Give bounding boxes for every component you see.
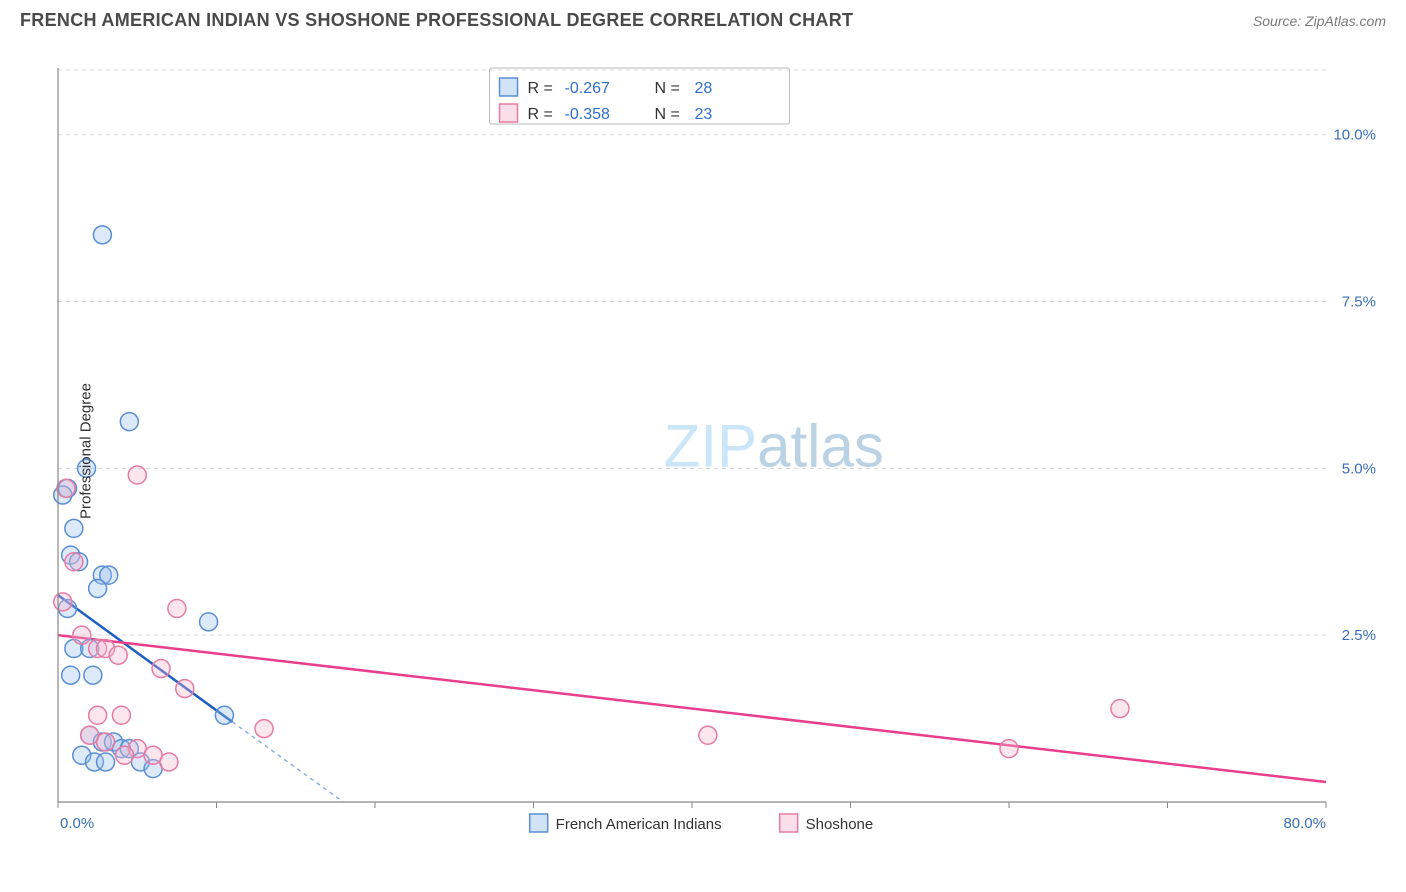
plot-area: Professional Degree ZIPatlas 0.0% 80.0% 2.5… <box>48 60 1386 842</box>
svg-text:French American Indians: French American Indians <box>556 816 722 833</box>
source-label: Source: ZipAtlas.com <box>1253 13 1386 29</box>
svg-text:-0.358: -0.358 <box>565 106 610 123</box>
svg-text:7.5%: 7.5% <box>1342 294 1376 311</box>
svg-text:R =: R = <box>528 80 553 97</box>
svg-text:80.0%: 80.0% <box>1283 815 1326 832</box>
svg-text:-0.267: -0.267 <box>565 80 610 97</box>
svg-text:ZIP: ZIP <box>664 413 757 480</box>
svg-text:10.0%: 10.0% <box>1333 127 1376 144</box>
svg-text:N =: N = <box>655 106 680 123</box>
svg-text:23: 23 <box>695 106 713 123</box>
svg-text:N =: N = <box>655 80 680 97</box>
svg-text:0.0%: 0.0% <box>60 815 94 832</box>
svg-text:5.0%: 5.0% <box>1342 460 1376 477</box>
chart-title: FRENCH AMERICAN INDIAN VS SHOSHONE PROFE… <box>20 10 853 31</box>
y-axis-label: Professional Degree <box>77 383 94 519</box>
svg-text:atlas: atlas <box>757 413 884 480</box>
svg-text:28: 28 <box>695 80 713 97</box>
scatter-chart: ZIPatlas 0.0% 80.0% 2.5% 5.0% 7.5% 10.0% R = -0.… <box>48 60 1386 842</box>
svg-text:Shoshone: Shoshone <box>806 816 874 833</box>
svg-text:R =: R = <box>528 106 553 123</box>
svg-text:2.5%: 2.5% <box>1342 627 1376 644</box>
